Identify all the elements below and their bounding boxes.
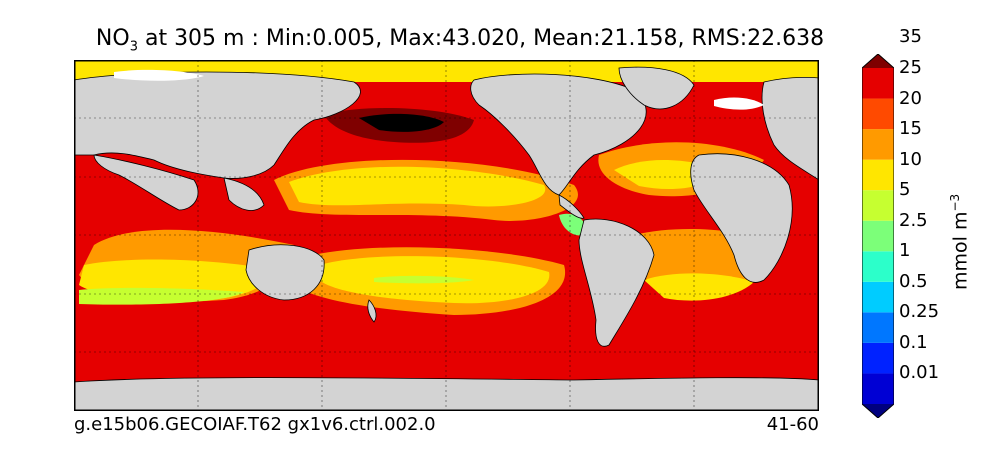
europe-east [761, 76, 819, 181]
colorbar-segment [862, 251, 894, 282]
years-caption: 41-60 [766, 414, 819, 435]
southeast-asia [223, 177, 265, 211]
australia [245, 244, 325, 301]
arabia-india [93, 154, 199, 211]
colorbar-segment [862, 190, 894, 221]
south-atlantic-gyre [644, 273, 754, 301]
equatorial-green [559, 213, 587, 236]
north-pacific-max [359, 113, 444, 132]
south-america [578, 218, 655, 347]
colorbar-tick-label: 20 [899, 87, 922, 109]
colorbar-segment [862, 98, 894, 130]
africa [690, 153, 793, 283]
colorbar-segment [862, 342, 894, 374]
colorbar [862, 54, 894, 418]
colorbar-tick-label: 10 [899, 148, 922, 170]
run-caption: g.e15b06.GECOIAF.T62 gx1v6.ctrl.002.0 [74, 414, 436, 435]
colorbar-tick-label: 1 [899, 240, 911, 262]
new-zealand [367, 299, 377, 323]
colorbar-under-arrow [862, 404, 894, 418]
colorbar-segment [862, 312, 894, 343]
colorbar-tick-label: 0.1 [899, 331, 928, 353]
map-panel [74, 60, 819, 411]
unit-text: mmol m [949, 211, 972, 290]
colorbar-tick-label: 5 [899, 179, 911, 201]
graticule [74, 60, 819, 411]
colorbar-tick-label: 15 [899, 118, 922, 140]
greenland [618, 66, 695, 110]
colorbar-tick-label: 0.5 [899, 270, 928, 292]
indian-ocean-lime [79, 287, 244, 305]
colorbar-unit-label: mmol m−3 [948, 194, 971, 290]
colorbar-segment [862, 68, 894, 99]
colorbar-segment [862, 220, 894, 252]
map-title: NO3 at 305 m : Min:0.005, Max:43.020, Me… [0, 26, 920, 54]
arctic-ice-east [714, 97, 764, 110]
north-pacific-gyre [289, 166, 546, 207]
colorbar-tick-label: 35 [899, 26, 922, 48]
title-species-subscript: 3 [129, 39, 138, 55]
unit-exponent: −3 [948, 193, 962, 212]
colorbar-tick-label: 0.25 [899, 301, 940, 323]
colorbar-segment [862, 129, 894, 160]
south-pacific-lime [374, 275, 474, 284]
colorbar-tick-label: 0.01 [899, 362, 940, 384]
title-species: NO [95, 26, 130, 51]
arctic-ice-west [114, 69, 204, 81]
eurasia [74, 71, 361, 179]
antarctica [74, 377, 819, 411]
title-stats: at 305 m : Min:0.005, Max:43.020, Mean:2… [137, 26, 825, 51]
colorbar-segment [862, 159, 894, 191]
ocean-map [74, 60, 819, 411]
colorbar-segment [862, 281, 894, 313]
colorbar-tick-label: 25 [899, 57, 922, 78]
map-border [74, 60, 819, 411]
central-america [558, 194, 585, 219]
colorbar-over-arrow [862, 54, 894, 68]
north-america [470, 73, 647, 196]
colorbar-tick-label: 2.5 [899, 209, 928, 231]
colorbar-segment [862, 373, 894, 404]
